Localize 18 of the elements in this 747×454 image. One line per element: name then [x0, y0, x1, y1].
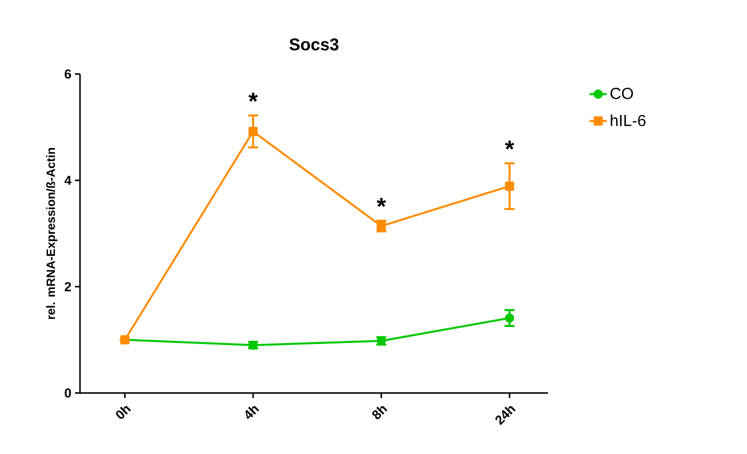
x-tick-label: 8h: [372, 406, 388, 420]
y-tick-label: 6: [64, 69, 72, 79]
y-tick-label: 4: [64, 176, 72, 185]
chart-title: Socs3: [289, 38, 338, 50]
annotation: *: [376, 198, 386, 207]
point: [504, 313, 514, 323]
x-tick-label: 24h: [495, 406, 516, 426]
legend-label: CO: [610, 88, 633, 100]
point: [504, 182, 514, 191]
y-tick-label: 2: [64, 282, 71, 292]
x-tick-label: 0h: [116, 406, 131, 419]
annotation: *: [504, 140, 514, 150]
x-tick-label: 4h: [246, 406, 260, 419]
point: [248, 126, 258, 136]
y-axis-title: rel. mRNA-Expression/ß-Actin: [46, 148, 58, 319]
annotation: *: [248, 92, 258, 102]
y-tick-label: 0: [64, 388, 71, 398]
legend-label: hIL-6: [610, 114, 646, 126]
